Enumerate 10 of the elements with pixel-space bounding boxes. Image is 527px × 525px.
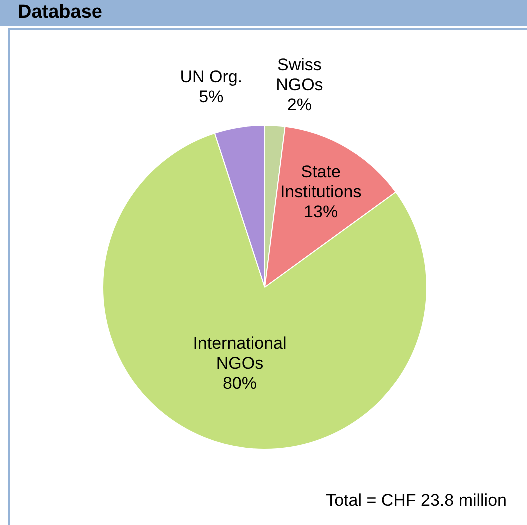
data-label: 5% bbox=[199, 88, 224, 107]
slice-label: International NGOs bbox=[193, 334, 287, 374]
slice-label: State Institutions bbox=[280, 162, 362, 202]
data-label: 80% bbox=[222, 374, 257, 394]
data-label: 2% bbox=[287, 96, 312, 115]
slice-label: UN Org. bbox=[180, 68, 243, 87]
text: Total = CHF 23.8 million bbox=[326, 491, 507, 511]
data-label: 13% bbox=[304, 202, 338, 222]
chart-title: Database bbox=[18, 2, 102, 24]
slice-label: Swiss NGOs bbox=[276, 56, 324, 95]
